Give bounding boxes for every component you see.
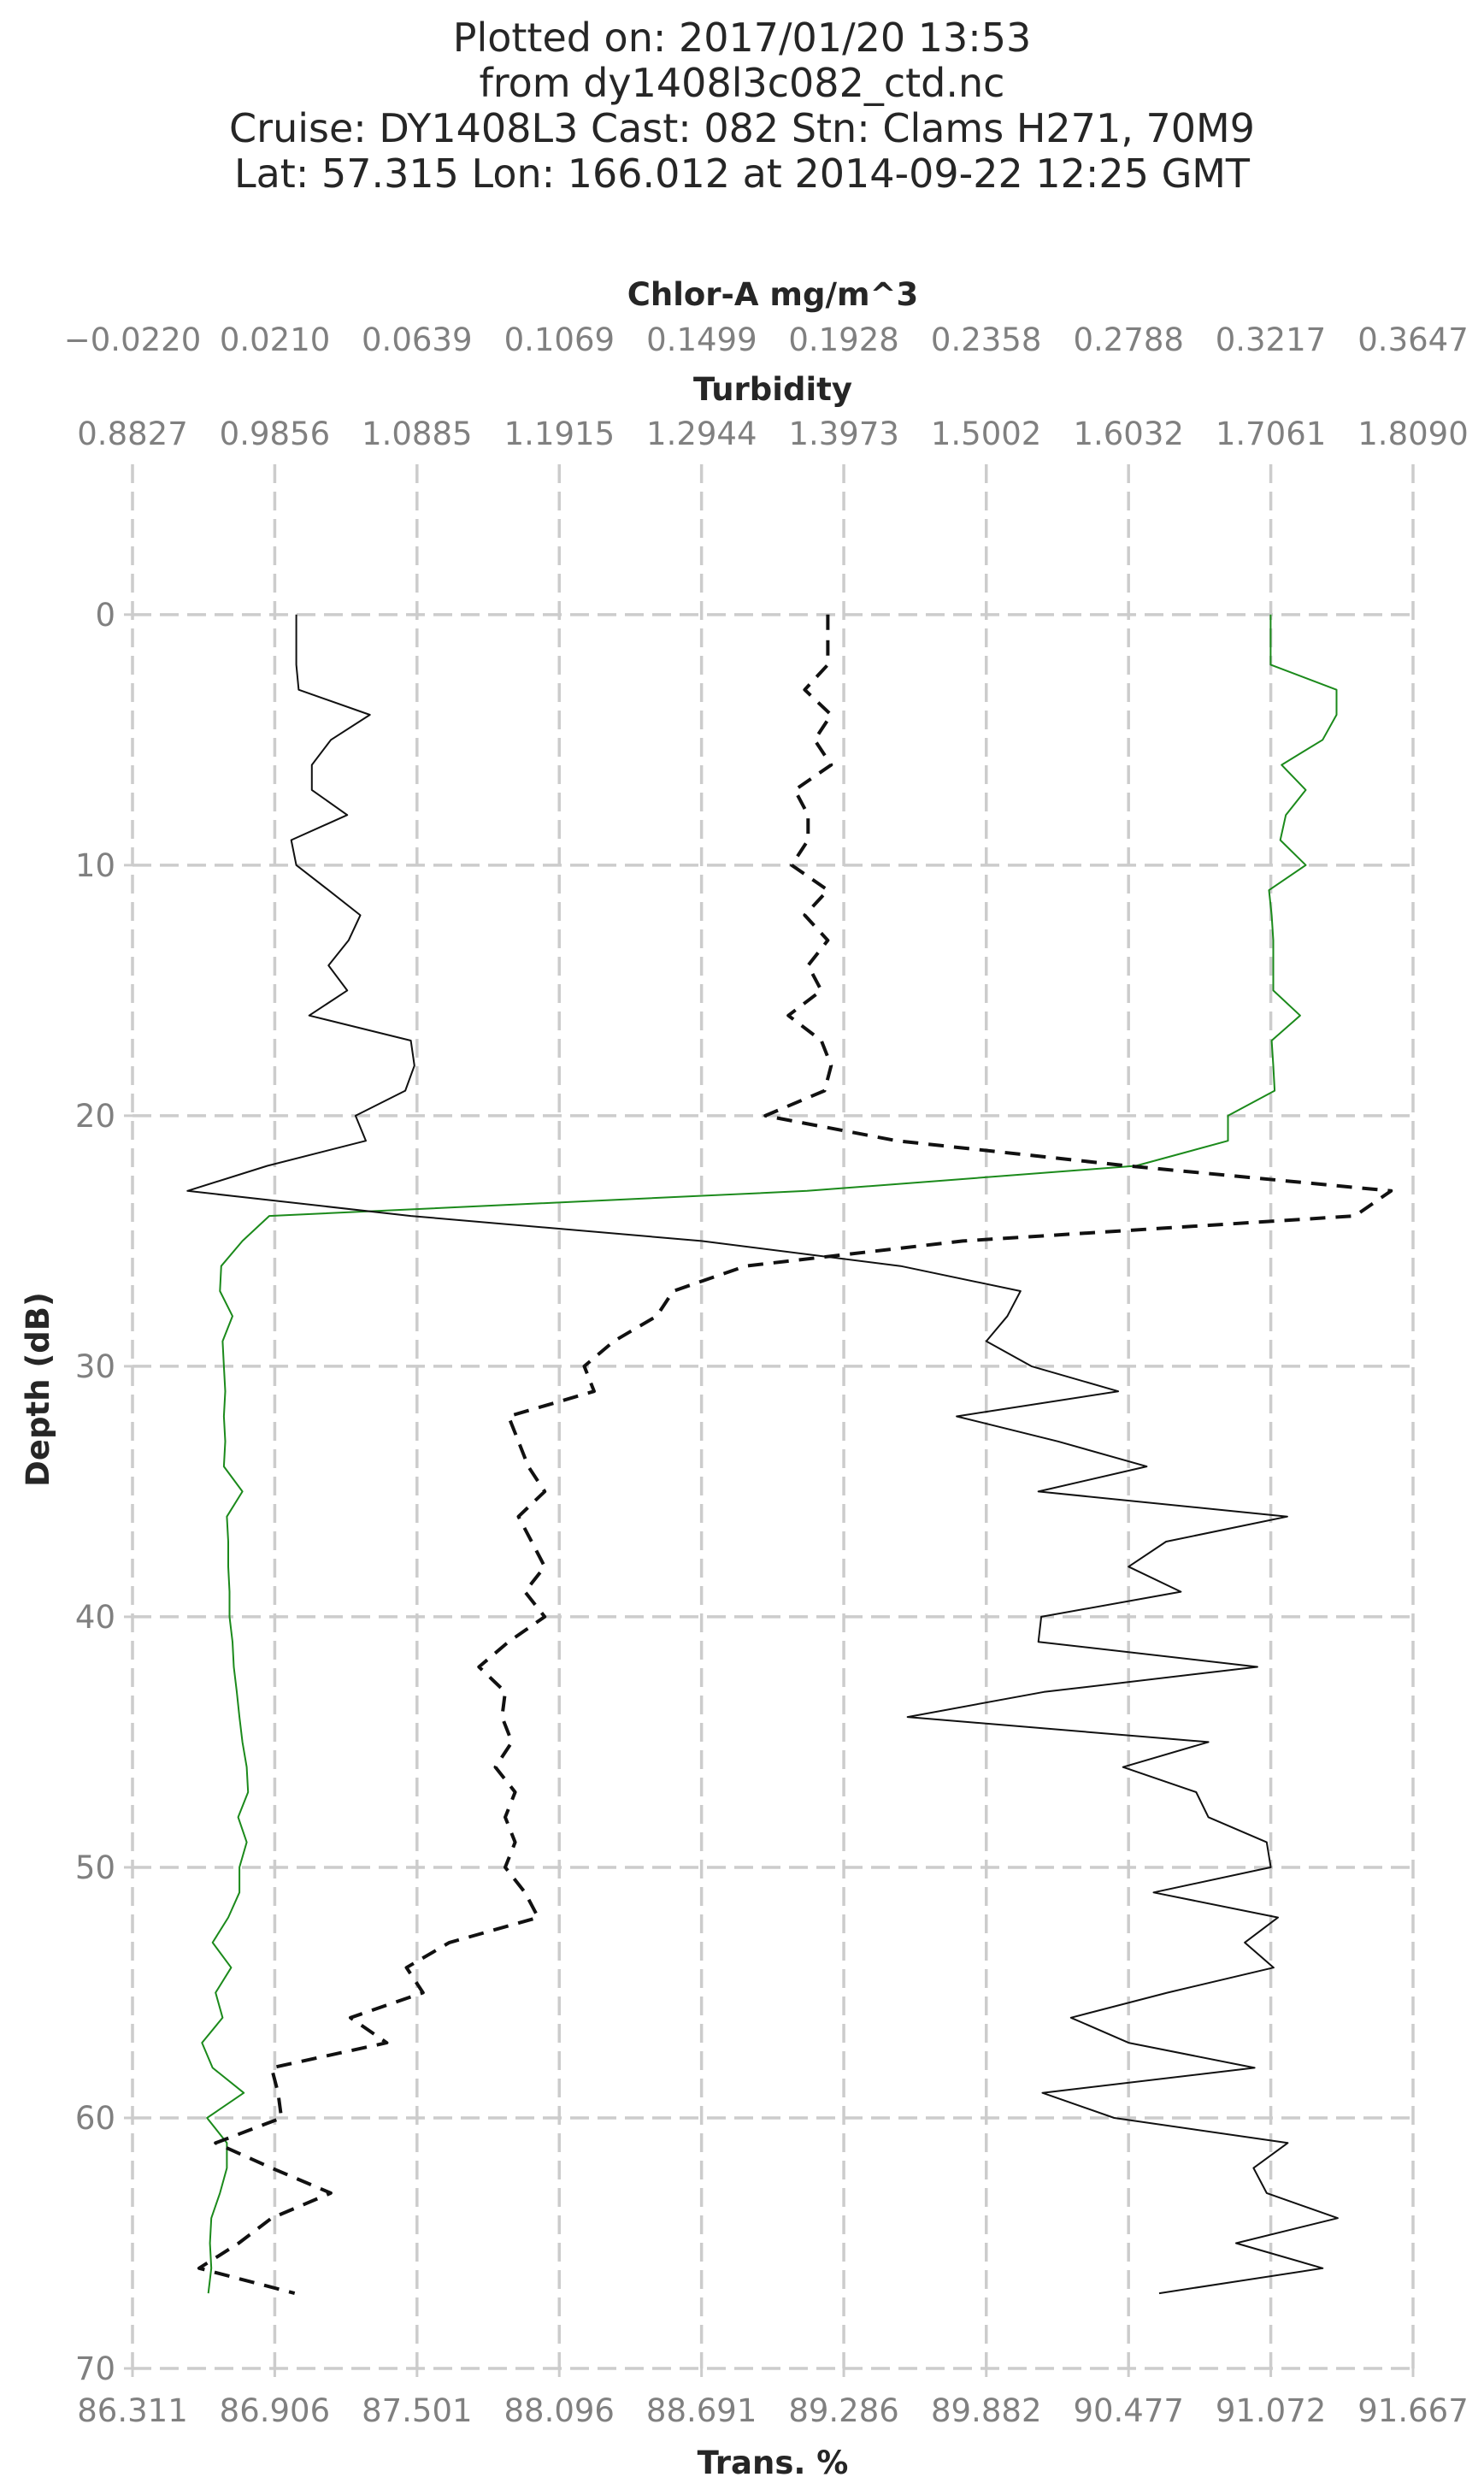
depth-tick-label: 0 (95, 597, 115, 634)
depth-tick-label: 40 (75, 1599, 115, 1636)
turbidity-tick-label: 1.7061 (1216, 416, 1326, 452)
trans-tick-label: 86.311 (77, 2392, 187, 2429)
trans-axis-title: Trans. % (698, 2445, 849, 2481)
chlor-axis-title: Chlor-A mg/m^3 (627, 276, 919, 313)
chlor-tick-label: 0.0639 (362, 321, 472, 358)
turbidity-tick-label: 1.1915 (504, 416, 615, 452)
tick-labels: −0.0220 0.0210 0.0639 0.1069 0.1499 0.1928 0.2… (64, 321, 1469, 2429)
trans-tick-label: 89.286 (788, 2392, 898, 2429)
chlor-tick-label: 0.3647 (1357, 321, 1468, 358)
trans-tick-label: 91.667 (1357, 2392, 1468, 2429)
turbidity-tick-label: 1.6032 (1073, 416, 1183, 452)
plot-title: Plotted on: 2017/01/20 13:53 from dy1408… (229, 15, 1255, 197)
trans-tick-label: 91.072 (1216, 2392, 1326, 2429)
series-line-chlor (201, 614, 1338, 2294)
trans-tick-label: 86.906 (220, 2392, 330, 2429)
chlor-tick-label: 0.1069 (504, 321, 615, 358)
chlor-tick-label: 0.1928 (788, 321, 898, 358)
turbidity-tick-label: 1.3973 (788, 416, 898, 452)
title-line-plotted-on: Plotted on: 2017/01/20 13:53 (453, 15, 1032, 61)
depth-tick-label: 60 (75, 2100, 115, 2137)
turbidity-tick-label: 0.9856 (220, 416, 330, 452)
depth-tick-label: 20 (75, 1098, 115, 1135)
trans-tick-label: 90.477 (1073, 2392, 1183, 2429)
title-line-source-file: from dy1408l3c082_ctd.nc (480, 60, 1005, 106)
chlor-tick-label: −0.0220 (64, 321, 201, 358)
trans-tick-label: 89.882 (931, 2392, 1041, 2429)
series-line-trans (186, 614, 1339, 2295)
title-line-position-time: Lat: 57.315 Lon: 166.012 at 2014-09-22 1… (234, 150, 1251, 197)
trans-tick-label: 88.096 (504, 2392, 615, 2429)
grid (124, 464, 1415, 2377)
turbidity-tick-label: 1.8090 (1357, 416, 1468, 452)
trans-tick-label: 88.691 (646, 2392, 757, 2429)
turbidity-tick-label: 1.5002 (931, 416, 1041, 452)
turbidity-tick-label: 1.0885 (362, 416, 472, 452)
turbidity-tick-label: 0.8827 (77, 416, 187, 452)
chlor-tick-label: 0.3217 (1216, 321, 1326, 358)
title-line-cruise-info: Cruise: DY1408L3 Cast: 082 Stn: Clams H2… (229, 105, 1255, 151)
chlor-tick-label: 0.0210 (220, 321, 330, 358)
trans-tick-label: 87.501 (362, 2392, 472, 2429)
turbidity-axis-title: Turbidity (693, 371, 852, 408)
turbidity-tick-label: 1.2944 (646, 416, 757, 452)
depth-tick-label: 30 (75, 1348, 115, 1385)
chlor-tick-label: 0.2358 (931, 321, 1041, 358)
series-line-turbidity (197, 614, 1393, 2296)
depth-tick-label: 10 (75, 847, 115, 884)
depth-tick-label: 50 (75, 1849, 115, 1886)
depth-axis-title: Depth (dB) (20, 1292, 56, 1487)
chlor-tick-label: 0.1499 (646, 321, 757, 358)
depth-tick-label: 70 (75, 2350, 115, 2387)
series (186, 614, 1393, 2296)
chlor-tick-label: 0.2788 (1074, 321, 1184, 358)
